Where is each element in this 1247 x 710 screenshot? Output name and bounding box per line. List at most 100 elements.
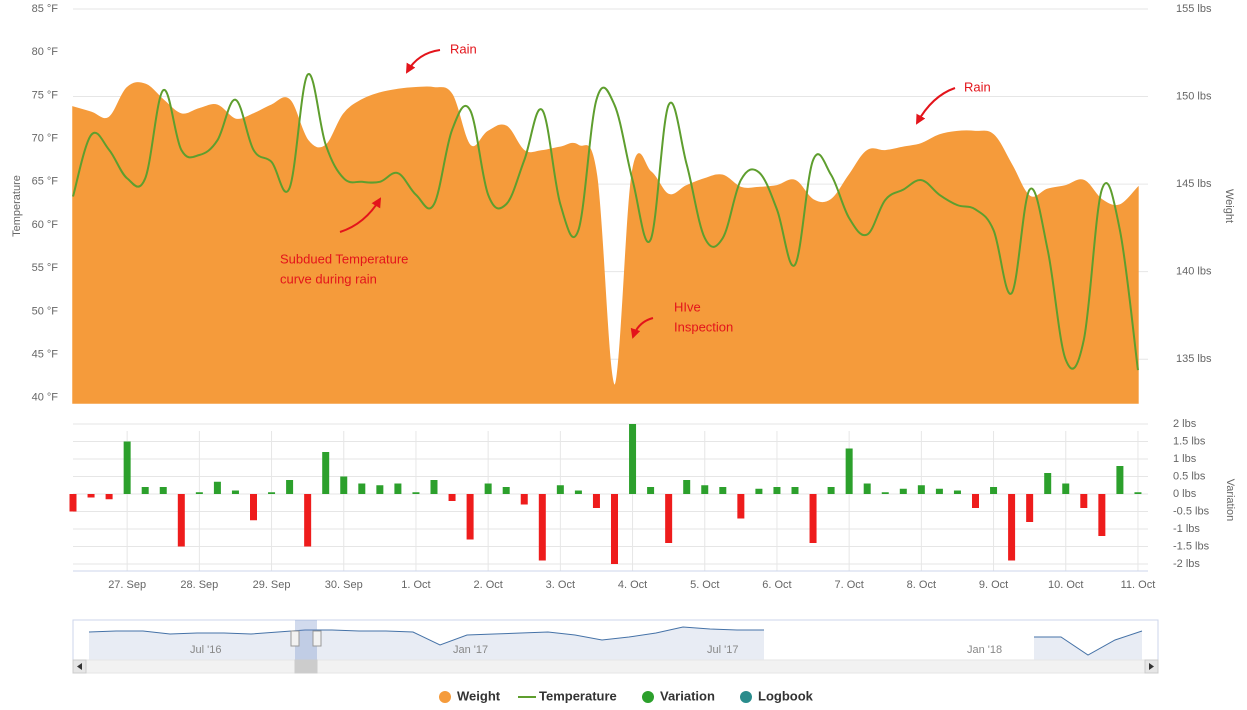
y-tick-label: 45 °F xyxy=(32,349,59,361)
annotation-arrow xyxy=(630,317,654,339)
y2-tick-label: 135 lbs xyxy=(1176,353,1212,365)
bar xyxy=(701,485,709,494)
navigator[interactable]: Jul '16 Jan '17 Jul '17 Jan '18 xyxy=(72,619,1159,674)
bar xyxy=(611,494,618,564)
legend-item[interactable]: Variation xyxy=(642,688,715,703)
legend-item[interactable]: Logbook xyxy=(740,688,814,703)
bar xyxy=(881,492,889,494)
bar xyxy=(917,485,925,494)
bar xyxy=(141,487,149,494)
x-tick-label: 4. Oct xyxy=(618,579,647,591)
bar xyxy=(935,488,943,494)
navigator-area xyxy=(1034,631,1142,660)
x-tick-label: 11. Oct xyxy=(1121,579,1156,591)
annotation: Rain xyxy=(964,79,991,94)
y2-axis-title: Weight xyxy=(1223,189,1235,223)
bar xyxy=(629,424,637,494)
y-tick-label: 60 °F xyxy=(32,219,59,231)
y-tick-label: 65 °F xyxy=(32,176,59,188)
legend-label: Weight xyxy=(457,688,501,703)
y2-tick-label: 150 lbs xyxy=(1176,90,1212,102)
bar xyxy=(665,494,673,543)
bar xyxy=(322,452,330,494)
y-tick-label: 80 °F xyxy=(32,46,59,58)
bar xyxy=(556,485,564,494)
y-tick-label: 40 °F xyxy=(32,392,59,404)
bar xyxy=(647,487,655,494)
y-tick-label: 50 °F xyxy=(32,305,59,317)
weight-area xyxy=(72,82,1139,404)
bar xyxy=(430,480,438,494)
x-tick-label: 3. Oct xyxy=(546,579,575,591)
y-tick-label: 1 lbs xyxy=(1173,453,1197,465)
annotation-arrow xyxy=(339,197,382,233)
scrollbar-arrow xyxy=(77,663,82,670)
navigator-handle[interactable] xyxy=(290,630,300,647)
bar xyxy=(719,487,727,494)
bar xyxy=(953,490,961,494)
navigator-line xyxy=(1034,630,1143,656)
y-tick-label: -1 lbs xyxy=(1173,523,1200,535)
y2-tick-label: 140 lbs xyxy=(1176,266,1212,278)
annotation: HIve xyxy=(674,299,701,314)
bar xyxy=(87,494,95,498)
x-tick-label: 27. Sep xyxy=(108,579,146,591)
y-tick-label: -1.5 lbs xyxy=(1173,540,1210,552)
y2-tick-label: 145 lbs xyxy=(1176,178,1212,190)
navigator-label: Jan '18 xyxy=(967,644,1002,656)
bar xyxy=(683,480,691,494)
x-tick-label: 8. Oct xyxy=(907,579,936,591)
bar xyxy=(340,476,348,494)
y-axis-title: Variation xyxy=(1224,479,1236,522)
legend-item[interactable]: Weight xyxy=(439,688,501,703)
y2-tick-label: 155 lbs xyxy=(1176,3,1212,15)
legend-item[interactable]: Temperature xyxy=(518,688,617,703)
bar xyxy=(466,494,474,540)
bar xyxy=(484,483,492,494)
navigator-label: Jul '16 xyxy=(190,644,221,656)
scrollbar-track[interactable] xyxy=(72,659,1159,674)
legend-symbol xyxy=(642,691,654,703)
temperature-line xyxy=(72,73,1139,371)
navigator-handle[interactable] xyxy=(312,630,322,647)
bar xyxy=(123,441,131,494)
bar xyxy=(1008,494,1016,561)
x-tick-label: 29. Sep xyxy=(253,579,291,591)
legend-label: Temperature xyxy=(539,688,617,703)
annotation: Inspection xyxy=(674,319,733,334)
legend-label: Variation xyxy=(660,688,715,703)
navigator-label: Jan '17 xyxy=(453,644,488,656)
navigator-selection[interactable] xyxy=(295,620,317,660)
y-axis-title: Temperature xyxy=(11,175,23,237)
x-tick-label: 2. Oct xyxy=(473,579,502,591)
bar xyxy=(574,490,582,494)
bar xyxy=(520,494,528,505)
annotation-arrow xyxy=(405,49,441,74)
y-tick-label: 85 °F xyxy=(32,3,59,15)
x-tick-label: 30. Sep xyxy=(325,579,363,591)
y-tick-label: 55 °F xyxy=(32,262,59,274)
bar xyxy=(105,494,113,500)
bar xyxy=(213,481,221,494)
bar xyxy=(755,488,763,494)
scrollbar-thumb[interactable] xyxy=(294,659,318,674)
bar xyxy=(268,492,276,494)
bar xyxy=(69,494,77,512)
y-tick-label: 0 lbs xyxy=(1173,488,1197,500)
y-tick-label: 70 °F xyxy=(32,133,59,145)
navigator-line xyxy=(88,626,764,646)
bar xyxy=(231,490,239,494)
bar xyxy=(592,494,600,508)
bar xyxy=(791,487,799,494)
bar xyxy=(394,483,402,494)
bar xyxy=(972,494,979,508)
annotation-arrow xyxy=(916,87,956,125)
bar xyxy=(990,487,998,494)
x-tick-label: 5. Oct xyxy=(690,579,719,591)
bar xyxy=(1080,494,1088,508)
bar xyxy=(773,487,781,494)
x-tick-label: 28. Sep xyxy=(180,579,218,591)
bar xyxy=(304,494,312,547)
series-layer xyxy=(69,73,1142,564)
